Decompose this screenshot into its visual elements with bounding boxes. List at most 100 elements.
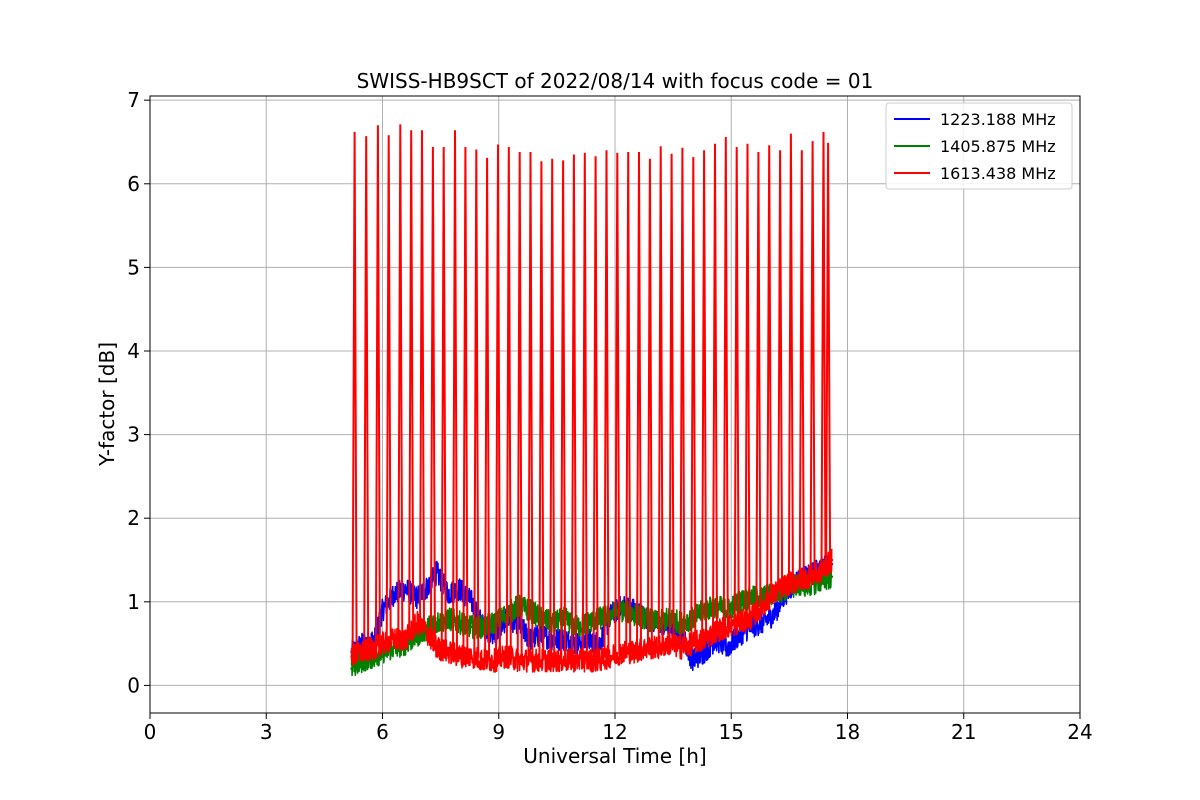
data-point bbox=[470, 625, 473, 629]
x-tick-label: 3 bbox=[260, 720, 273, 744]
spike bbox=[484, 157, 491, 661]
data-point bbox=[609, 613, 613, 616]
data-point bbox=[726, 646, 729, 649]
y-tick-label: 2 bbox=[127, 506, 140, 530]
spike bbox=[712, 143, 718, 632]
chart-title: SWISS-HB9SCT of 2022/08/14 with focus co… bbox=[357, 69, 874, 93]
data-point bbox=[598, 617, 601, 620]
data-point bbox=[447, 617, 450, 620]
y-tick-label: 0 bbox=[127, 673, 140, 697]
data-point bbox=[621, 650, 624, 654]
spike bbox=[374, 125, 381, 647]
spike bbox=[505, 146, 512, 658]
data-point bbox=[447, 650, 450, 654]
data-point bbox=[361, 650, 365, 654]
spike bbox=[419, 130, 425, 628]
data-point bbox=[633, 613, 636, 616]
data-point bbox=[702, 650, 706, 654]
data-point bbox=[493, 659, 497, 662]
data-point bbox=[784, 583, 787, 587]
data-point bbox=[621, 608, 624, 612]
spike bbox=[625, 151, 632, 653]
grid bbox=[149, 96, 1081, 713]
data-point bbox=[392, 592, 396, 595]
x-tick-label: 9 bbox=[492, 720, 505, 744]
spike bbox=[657, 146, 664, 647]
spike bbox=[363, 136, 370, 651]
spike bbox=[777, 150, 784, 590]
spike bbox=[646, 158, 653, 648]
data-point bbox=[772, 592, 776, 595]
data-point bbox=[381, 608, 384, 612]
spike bbox=[690, 156, 697, 644]
data-point bbox=[350, 667, 353, 670]
spike bbox=[636, 151, 642, 651]
data-point bbox=[656, 646, 659, 649]
data-point bbox=[458, 654, 462, 658]
spike bbox=[527, 151, 534, 661]
data-point bbox=[644, 646, 648, 649]
data-point bbox=[761, 621, 764, 624]
y-tick-label: 1 bbox=[127, 590, 140, 614]
x-tick-label: 24 bbox=[1067, 720, 1092, 744]
data-point bbox=[381, 642, 384, 645]
x-tick-label: 21 bbox=[951, 720, 976, 744]
x-tick-label: 6 bbox=[376, 720, 389, 744]
data-point bbox=[807, 575, 810, 578]
spike bbox=[473, 149, 480, 658]
data-point bbox=[416, 621, 419, 624]
spike bbox=[755, 151, 762, 611]
plot-area bbox=[350, 124, 834, 677]
data-point bbox=[427, 634, 431, 637]
legend-label: 1613.438 MHz bbox=[940, 164, 1056, 183]
spike bbox=[462, 146, 469, 657]
data-point bbox=[540, 617, 543, 620]
spike bbox=[397, 124, 404, 640]
data-point bbox=[598, 659, 601, 662]
y-axis: 0 1 2 3 4 5 6 7 bbox=[127, 88, 150, 697]
data-point bbox=[761, 604, 764, 608]
data-point bbox=[470, 600, 473, 604]
x-tick-label: 18 bbox=[835, 720, 860, 744]
spike bbox=[408, 130, 415, 632]
spike bbox=[701, 150, 708, 640]
data-point bbox=[350, 654, 353, 658]
legend-label: 1405.875 MHz bbox=[940, 137, 1056, 156]
data-point bbox=[392, 638, 396, 641]
spike bbox=[787, 133, 794, 584]
spike bbox=[592, 156, 599, 661]
data-point bbox=[830, 558, 834, 562]
data-point bbox=[404, 638, 407, 641]
data-point bbox=[427, 583, 431, 587]
data-point bbox=[598, 642, 601, 645]
spike bbox=[516, 151, 523, 661]
spike bbox=[452, 130, 458, 655]
x-axis-label: Universal Time [h] bbox=[523, 744, 706, 768]
spike bbox=[744, 143, 751, 620]
data-point bbox=[702, 608, 706, 612]
spike bbox=[825, 142, 832, 565]
data-point bbox=[435, 646, 438, 649]
y-tick-label: 6 bbox=[127, 172, 140, 196]
spike bbox=[820, 131, 827, 570]
data-point bbox=[830, 575, 834, 578]
data-point bbox=[540, 634, 543, 637]
spike bbox=[560, 160, 567, 661]
y-tick-label: 7 bbox=[127, 88, 140, 112]
spike bbox=[581, 152, 588, 661]
data-point bbox=[435, 571, 438, 574]
data-point bbox=[691, 659, 694, 662]
y-axis-label: Y-factor [dB] bbox=[95, 342, 119, 467]
data-point bbox=[416, 596, 419, 599]
spike bbox=[668, 153, 675, 645]
legend-label: 1223.188 MHz bbox=[940, 110, 1056, 129]
spike bbox=[385, 135, 392, 642]
data-point bbox=[772, 613, 776, 616]
data-point bbox=[819, 571, 822, 574]
spike bbox=[722, 136, 729, 628]
x-tick-label: 15 bbox=[719, 720, 744, 744]
spike bbox=[570, 154, 577, 661]
spike bbox=[495, 144, 501, 660]
data-point bbox=[795, 579, 799, 583]
